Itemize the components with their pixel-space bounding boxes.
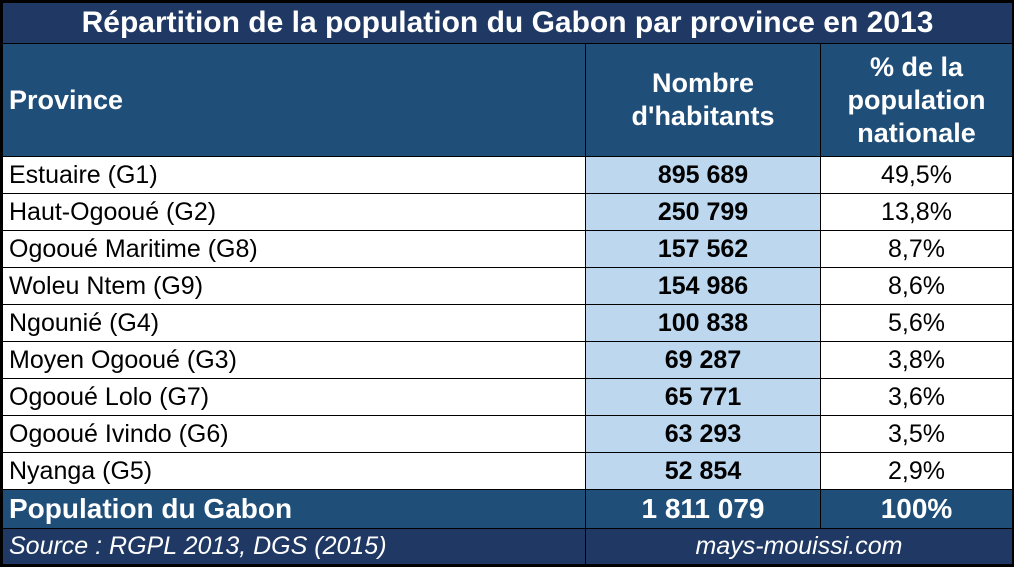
table-row: Ogooué Lolo (G7) 65 771 3,6%	[2, 378, 1013, 416]
habitants-cell: 250 799	[585, 193, 821, 231]
province-cell: Nyanga (G5)	[2, 452, 586, 490]
site-credit: mays-mouissi.com	[585, 528, 1013, 565]
total-row: Population du Gabon 1 811 079 100%	[2, 489, 1013, 529]
habitants-cell: 69 287	[585, 341, 821, 379]
table-row: Estuaire (G1) 895 689 49,5%	[2, 156, 1013, 194]
title-row: Répartition de la population du Gabon pa…	[2, 2, 1013, 44]
table-title: Répartition de la population du Gabon pa…	[2, 2, 1013, 44]
table-row: Haut-Ogooué (G2) 250 799 13,8%	[2, 193, 1013, 231]
header-percentage: % de la population nationale	[820, 43, 1013, 157]
habitants-cell: 100 838	[585, 304, 821, 342]
habitants-cell: 63 293	[585, 415, 821, 453]
habitants-cell: 65 771	[585, 378, 821, 416]
header-habitants: Nombre d'habitants	[585, 43, 821, 157]
percentage-cell: 13,8%	[820, 193, 1013, 231]
total-percentage: 100%	[820, 489, 1013, 529]
province-cell: Woleu Ntem (G9)	[2, 267, 586, 305]
habitants-cell: 52 854	[585, 452, 821, 490]
percentage-cell: 49,5%	[820, 156, 1013, 194]
province-cell: Ogooué Ivindo (G6)	[2, 415, 586, 453]
percentage-cell: 3,5%	[820, 415, 1013, 453]
percentage-cell: 5,6%	[820, 304, 1013, 342]
province-cell: Ogooué Maritime (G8)	[2, 230, 586, 268]
source-row: Source : RGPL 2013, DGS (2015) mays-moui…	[2, 528, 1013, 565]
habitants-cell: 895 689	[585, 156, 821, 194]
province-cell: Estuaire (G1)	[2, 156, 586, 194]
total-habitants: 1 811 079	[585, 489, 821, 529]
province-cell: Haut-Ogooué (G2)	[2, 193, 586, 231]
percentage-cell: 3,8%	[820, 341, 1013, 379]
percentage-cell: 8,7%	[820, 230, 1013, 268]
table-row: Moyen Ogooué (G3) 69 287 3,8%	[2, 341, 1013, 379]
table-row: Woleu Ntem (G9) 154 986 8,6%	[2, 267, 1013, 305]
percentage-cell: 3,6%	[820, 378, 1013, 416]
habitants-cell: 154 986	[585, 267, 821, 305]
header-row: Province Nombre d'habitants % de la popu…	[2, 43, 1013, 157]
percentage-cell: 2,9%	[820, 452, 1013, 490]
table-row: Ogooué Ivindo (G6) 63 293 3,5%	[2, 415, 1013, 453]
source-note: Source : RGPL 2013, DGS (2015)	[2, 528, 586, 565]
habitants-cell: 157 562	[585, 230, 821, 268]
table-row: Ngounié (G4) 100 838 5,6%	[2, 304, 1013, 342]
province-cell: Ngounié (G4)	[2, 304, 586, 342]
province-cell: Moyen Ogooué (G3)	[2, 341, 586, 379]
header-province: Province	[2, 43, 586, 157]
province-cell: Ogooué Lolo (G7)	[2, 378, 586, 416]
total-label: Population du Gabon	[2, 489, 586, 529]
table-row: Ogooué Maritime (G8) 157 562 8,7%	[2, 230, 1013, 268]
table-row: Nyanga (G5) 52 854 2,9%	[2, 452, 1013, 490]
percentage-cell: 8,6%	[820, 267, 1013, 305]
